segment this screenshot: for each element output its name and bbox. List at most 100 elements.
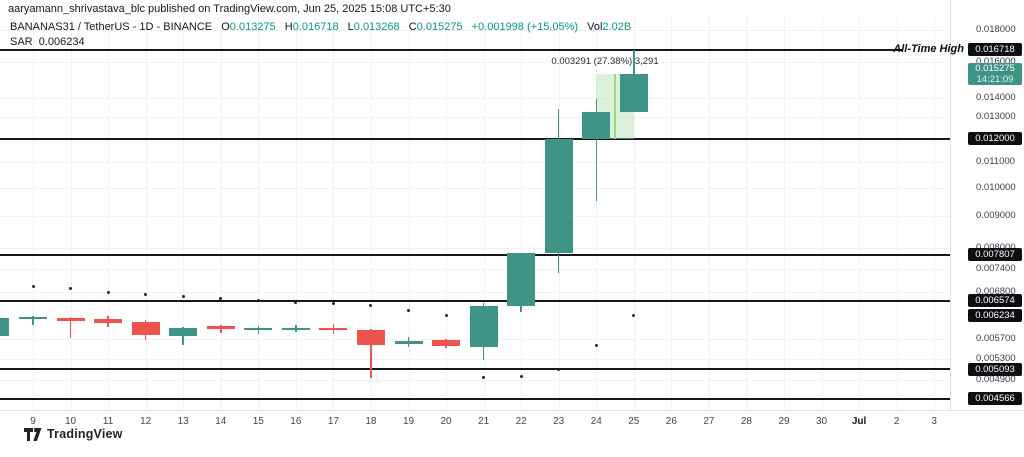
- sar-dot-jun-14[interactable]: [219, 297, 223, 301]
- time-axis-tick-22: 22: [515, 416, 527, 427]
- all-time-high-annotation: All-Time High: [893, 42, 964, 55]
- open-value: 0.013275: [229, 21, 276, 33]
- sar-name: SAR: [10, 36, 33, 48]
- sar-dot-jun-22[interactable]: [519, 374, 523, 378]
- price-axis[interactable]: 0.018000 0.016000 0.014000 0.013000 0.011000…: [950, 0, 1024, 410]
- sar-dot-jun-25[interactable]: [632, 313, 636, 317]
- time-axis-tick-24: 24: [590, 416, 602, 427]
- sar-dot-jun-24[interactable]: [594, 343, 598, 347]
- candle-jun-11[interactable]: [94, 318, 123, 323]
- grid-hline: [0, 291, 950, 293]
- grid-hline: [0, 358, 950, 360]
- price-axis-tick: 0.007400: [976, 262, 1016, 274]
- candle-jun-17[interactable]: [319, 328, 348, 330]
- candle-jun-13[interactable]: [169, 328, 198, 336]
- sar-dot-jun-16[interactable]: [294, 301, 298, 305]
- grid-vline: [708, 14, 710, 410]
- measurement-arrow-line: [614, 73, 617, 139]
- measurement-label: 0.003291 (27.38%) 3,291: [551, 55, 659, 67]
- candle-jun-15[interactable]: [244, 328, 273, 330]
- sar-dot-jun-11[interactable]: [106, 290, 110, 294]
- sar-dot-jun-12[interactable]: [144, 292, 148, 296]
- candle-wick-jun-14: [220, 324, 222, 334]
- price-axis-tick: 0.010000: [976, 181, 1016, 193]
- grid-vline: [784, 14, 785, 410]
- sar-dot-jun-21[interactable]: [482, 376, 486, 380]
- candle-jun-8[interactable]: [0, 317, 10, 336]
- price-axis-tick: 0.011000: [976, 156, 1015, 168]
- close-label: C: [408, 21, 417, 33]
- candle-jun-19[interactable]: [394, 340, 423, 345]
- candle-jun-24[interactable]: [582, 111, 611, 139]
- grid-hline: [0, 247, 950, 249]
- all-time-high-line[interactable]: [0, 48, 903, 51]
- level-line[interactable]: [0, 368, 950, 371]
- price-axis-level-label: 0.007807: [968, 248, 1022, 262]
- candle-jun-16[interactable]: [281, 328, 310, 330]
- grid-vline: [821, 14, 823, 410]
- grid-hline: [0, 187, 950, 189]
- price-axis-level-label: 0.016718: [968, 43, 1022, 57]
- last-price-label: 0.015275 14:21:09: [968, 63, 1022, 86]
- sar-dot-jun-13[interactable]: [181, 295, 185, 299]
- time-axis-tick-27: 27: [703, 416, 715, 427]
- candle-jun-18[interactable]: [356, 329, 385, 346]
- sar-dot-jun-10[interactable]: [69, 287, 73, 291]
- price-chart-pane[interactable]: 0.003291 (27.38%) 3,291: [0, 0, 950, 410]
- price-axis-tick: 0.004900: [976, 373, 1016, 385]
- volume-label: Vol: [587, 21, 603, 33]
- price-axis-tick: 0.008000: [976, 242, 1016, 253]
- grid-vline: [145, 14, 147, 410]
- time-axis-tick-28: 28: [740, 416, 752, 427]
- price-axis-tick: 0.014000: [976, 91, 1016, 103]
- indicator-legend-sar[interactable]: SAR 0.006234: [10, 36, 85, 48]
- sar-dot-jun-19[interactable]: [407, 308, 410, 312]
- grid-vline: [746, 14, 748, 410]
- change-value: +0.001998 (+15.05%): [471, 21, 579, 33]
- grid-vline: [633, 14, 635, 410]
- time-axis-tick-23: 23: [553, 416, 565, 427]
- level-line[interactable]: [0, 253, 950, 256]
- candle-wick-jun-10: [69, 316, 72, 339]
- time-axis-tick-9: 9: [30, 416, 36, 427]
- low-value: 0.013268: [353, 21, 400, 33]
- grid-vline: [333, 14, 335, 410]
- candle-jun-14[interactable]: [206, 325, 235, 329]
- price-axis-level-label: 0.006574: [968, 294, 1022, 308]
- grid-hline: [0, 162, 950, 164]
- grid-hline: [0, 30, 950, 31]
- sar-dot-jun-17[interactable]: [331, 302, 335, 306]
- candle-jun-22[interactable]: [507, 253, 536, 306]
- sar-dot-jun-23[interactable]: [557, 368, 561, 372]
- grid-vline: [596, 14, 598, 410]
- sar-dot-jun-9[interactable]: [31, 285, 35, 289]
- level-line[interactable]: [0, 397, 950, 400]
- sar-dot-jun-20[interactable]: [444, 313, 448, 317]
- candle-jun-23[interactable]: [544, 138, 573, 254]
- time-axis-tick-19: 19: [402, 416, 415, 427]
- candle-jun-25[interactable]: [619, 74, 648, 112]
- time-axis-tick-15: 15: [252, 416, 264, 427]
- grid-vline: [70, 14, 72, 410]
- candle-jun-21[interactable]: [469, 305, 498, 348]
- tradingview-watermark[interactable]: TradingView: [24, 427, 123, 441]
- grid-vline: [370, 14, 372, 410]
- symbol-legend[interactable]: BANANAS31 / TetherUS - 1D - BINANCE O0.0…: [10, 20, 631, 35]
- candle-jun-12[interactable]: [131, 321, 160, 336]
- candle-jun-9[interactable]: [19, 316, 47, 319]
- high-label: H: [284, 21, 293, 33]
- candle-jun-20[interactable]: [432, 340, 461, 347]
- attribution-text: aaryamann_shrivastava_blc published on T…: [8, 3, 451, 15]
- level-line[interactable]: [0, 137, 950, 140]
- close-value: 0.015275: [416, 21, 463, 33]
- tradingview-brand-text: TradingView: [47, 427, 123, 441]
- level-line[interactable]: [0, 299, 950, 302]
- grid-hline: [0, 97, 950, 99]
- time-axis[interactable]: 9 10 11 12 13 14 15 16 17 18 19 20 21 22 23 24 25 26 27 28 2…: [0, 410, 1024, 433]
- sar-dot-jun-15[interactable]: [256, 299, 260, 303]
- grid-vline: [220, 14, 222, 410]
- grid-hline: [0, 61, 950, 63]
- candle-jun-10[interactable]: [56, 317, 85, 321]
- sar-dot-jun-18[interactable]: [369, 304, 373, 308]
- grid-vline: [483, 14, 485, 410]
